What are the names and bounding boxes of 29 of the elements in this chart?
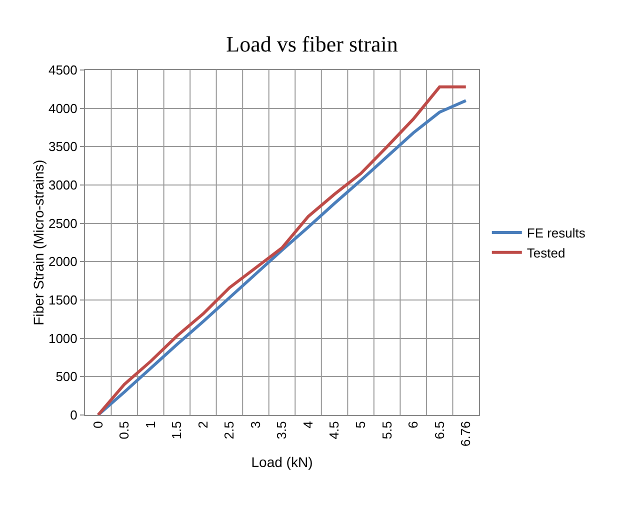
y-tick-label: 2000 <box>48 254 78 270</box>
x-tick-label: 6.76 <box>458 421 474 447</box>
x-tick-label: 6.5 <box>432 421 447 440</box>
x-axis-title: Load (kN) <box>251 454 313 470</box>
x-tick-label: 4.5 <box>326 421 342 440</box>
x-tick-label: 1 <box>142 421 158 428</box>
chart-title: Load vs fiber strain <box>226 31 398 56</box>
y-tick-label: 3500 <box>48 139 78 154</box>
x-tick-label: 3 <box>248 421 263 428</box>
y-tick-label: 4500 <box>48 62 78 78</box>
y-tick-label: 500 <box>56 369 78 384</box>
x-tick-label: 5.5 <box>379 421 394 440</box>
x-tick-label: 0 <box>90 421 106 428</box>
y-tick-label: 1500 <box>48 292 78 308</box>
y-axis-title: Fiber Strain (Micro-strains) <box>30 160 46 326</box>
y-tick-label: 3000 <box>48 178 78 193</box>
x-tick-label: 2 <box>195 421 210 428</box>
x-tick-label: 6 <box>406 421 421 428</box>
x-tick-label: 5 <box>353 421 368 428</box>
x-tick-label: 4 <box>300 421 316 428</box>
y-tick-label: 4000 <box>48 100 78 116</box>
y-tick-label: 1000 <box>48 330 78 346</box>
x-tick-label: 3.5 <box>274 421 290 440</box>
legend-label: FE results <box>526 226 586 241</box>
y-tick-label: 2500 <box>48 216 78 231</box>
x-tick-label: 1.5 <box>169 421 184 440</box>
x-tick-label: 0.5 <box>116 421 132 440</box>
x-tick-label: 2.5 <box>222 421 237 440</box>
legend-label: Tested <box>526 245 566 260</box>
